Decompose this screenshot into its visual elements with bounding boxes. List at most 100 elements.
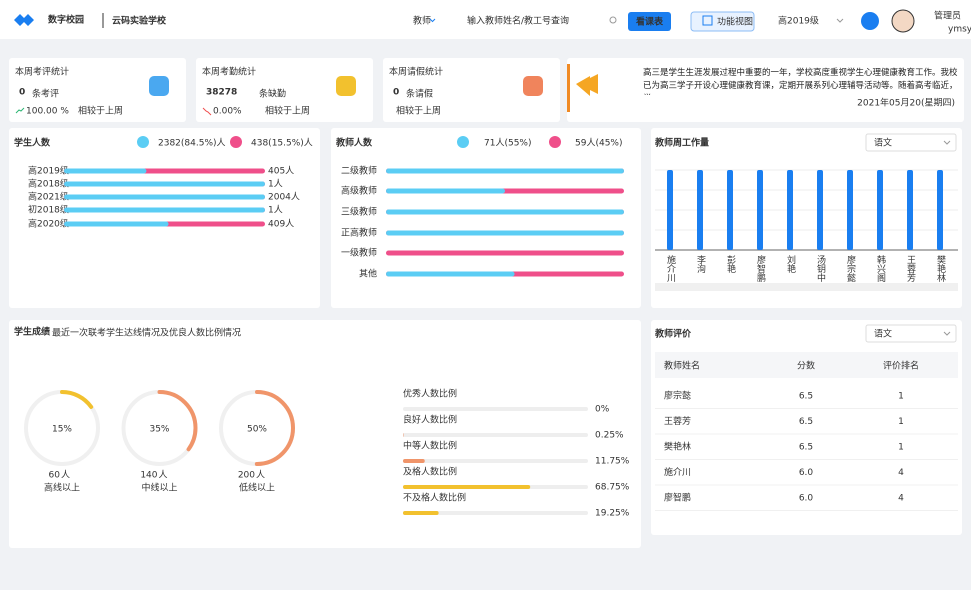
male-bar — [64, 221, 169, 227]
card-icon — [336, 76, 356, 96]
row-label: 三级教师 — [341, 206, 377, 218]
ratio-bar — [403, 459, 425, 463]
table-cell: 廖智鹏 — [664, 492, 691, 504]
table-cell: 6.0 — [799, 494, 814, 504]
donut-count-unit: 人 — [159, 470, 168, 481]
subject-select-label: 语文 — [874, 137, 892, 149]
grade-select: 高2019级 — [778, 15, 819, 27]
donut-count: 140 — [140, 471, 157, 481]
ratio-value: 11.75% — [595, 457, 630, 467]
ratio-label: 优秀人数比例 — [403, 388, 457, 400]
donut-value: 35% — [149, 425, 169, 435]
donut-count: 60 — [49, 471, 61, 481]
x-tick-label: 汤钥中 — [815, 255, 826, 283]
legend-icon — [230, 136, 242, 148]
panel — [567, 58, 964, 122]
donut-arc — [121, 390, 198, 466]
panel — [9, 320, 641, 548]
column-header: 评价排名 — [883, 360, 919, 372]
panel — [196, 58, 373, 122]
logo-text: 数字校园 — [48, 14, 84, 26]
x-tick-label: 施介川 — [665, 254, 676, 282]
ratio-label: 及格人数比例 — [403, 466, 457, 478]
card-value: 38278 — [206, 88, 237, 98]
view-icon — [702, 15, 713, 26]
schedule-button-label: 看课表 — [636, 16, 664, 28]
ratio-value: 0.25% — [595, 431, 624, 441]
female-bar — [386, 250, 624, 256]
row-label: 正高教师 — [341, 227, 377, 239]
card-title: 本周考勤统计 — [202, 66, 256, 78]
male-bar — [386, 168, 624, 174]
row-total: 409人 — [268, 219, 294, 230]
table-cell: 6.5 — [799, 392, 813, 402]
card-change: 100.00 % — [26, 107, 69, 117]
header-bar — [0, 0, 971, 39]
subject-select[interactable] — [865, 133, 957, 152]
search-icon[interactable] — [609, 16, 617, 24]
ratio-track — [403, 407, 588, 411]
panel — [331, 128, 641, 308]
donut-label: 低线以上 — [239, 482, 275, 494]
card-compare: 相较于上周 — [265, 105, 310, 117]
subject-select[interactable] — [865, 324, 957, 343]
card-unit: 条请假 — [406, 88, 433, 100]
bar — [907, 170, 913, 250]
row-label: 其他 — [359, 268, 377, 280]
logo-icon — [14, 14, 34, 26]
column-header: 教师姓名 — [664, 360, 700, 372]
panel-title: 学生人数 — [14, 137, 51, 149]
male-bar — [386, 230, 624, 236]
schedule-button[interactable] — [628, 12, 671, 31]
ratio-label: 良好人数比例 — [403, 414, 457, 426]
megaphone-icon — [576, 74, 598, 96]
donut-count-unit: 人 — [256, 470, 265, 481]
row-label: 二级教师 — [341, 165, 377, 177]
ratio-track — [403, 433, 588, 437]
table-cell: 6.0 — [799, 468, 814, 478]
table-cell: 樊艳林 — [664, 441, 691, 453]
chevron — [943, 140, 951, 145]
subject-select-label: 语文 — [874, 328, 892, 340]
table-cell: 6.5 — [799, 417, 813, 427]
panel — [383, 58, 560, 122]
row-label: 高级教师 — [341, 185, 377, 197]
scrollbar — [655, 283, 958, 291]
panel-title: 教师人数 — [335, 137, 373, 149]
bell-button[interactable] — [861, 12, 879, 30]
card-compare: 相较于上周 — [78, 105, 123, 117]
chevron[interactable] — [429, 18, 436, 23]
view-button[interactable] — [690, 11, 755, 32]
panel — [9, 58, 186, 122]
chevron[interactable] — [836, 18, 844, 23]
card-value: 0 — [393, 88, 399, 98]
avatar — [891, 9, 915, 33]
user-name: 管理员 — [934, 10, 961, 22]
legend-icon — [457, 136, 469, 148]
x-tick-label: 李洵 — [695, 254, 706, 274]
column-header: 分数 — [797, 360, 815, 372]
nav-teacher: 教师 — [413, 15, 431, 27]
trend-icon — [15, 107, 25, 114]
legend-label: 438(15.5%)人 — [251, 138, 313, 149]
panel-title: 学生成绩 — [14, 326, 50, 338]
table-cell: 施介川 — [664, 466, 691, 478]
donut-count: 200 — [238, 471, 255, 481]
donut-value: 50% — [247, 425, 267, 435]
table-cell: 1 — [898, 417, 904, 427]
panel-title: 教师评价 — [654, 328, 692, 340]
donut-arc — [219, 390, 295, 466]
male-bar — [64, 194, 265, 200]
panel — [9, 128, 320, 308]
legend-icon — [137, 136, 149, 148]
ratio-track — [403, 459, 588, 463]
table-cell: 1 — [898, 443, 904, 453]
ratio-bar — [403, 485, 531, 489]
card-compare: 相较于上周 — [396, 105, 441, 117]
user-id: ymsy — [948, 25, 971, 35]
ratio-value: 19.25% — [595, 509, 630, 519]
bar — [937, 170, 943, 250]
table-cell: 4 — [898, 494, 904, 504]
table-header — [655, 352, 958, 378]
